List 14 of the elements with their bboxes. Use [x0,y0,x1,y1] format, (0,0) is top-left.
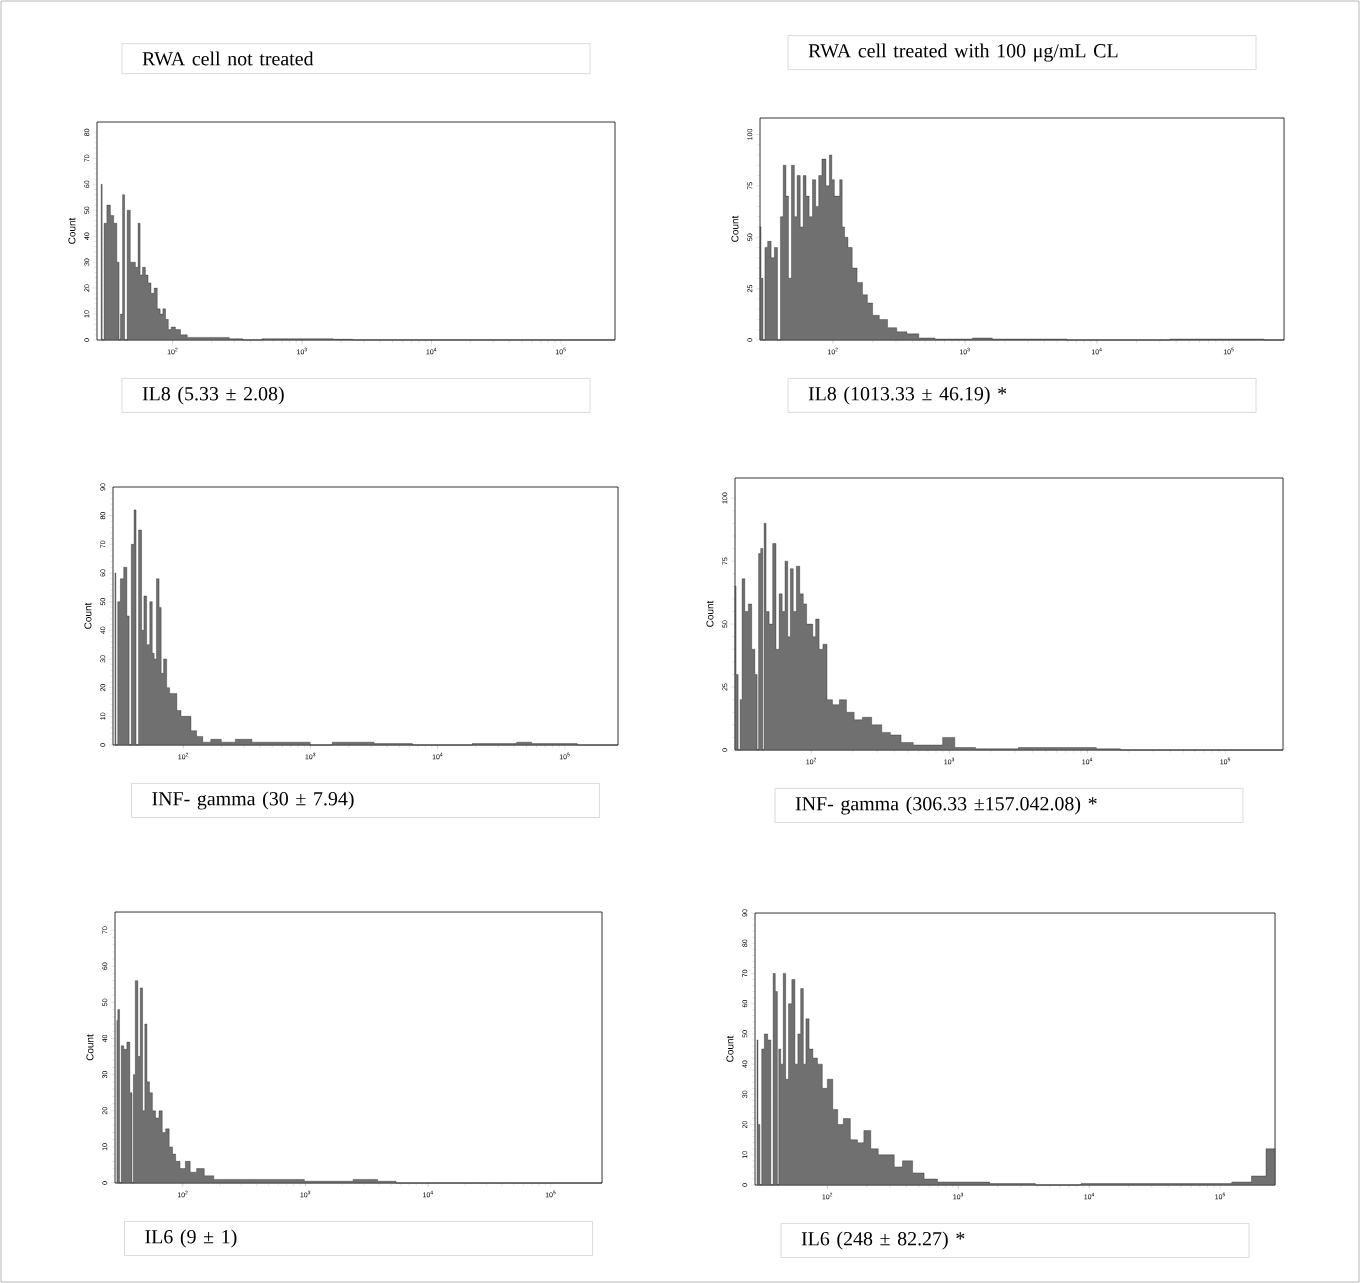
y-axis-title: Count [86,1034,94,1061]
y-axis-title: Count [726,1035,734,1062]
x-axis-title: INF- gamma (30 ± 7.94) [152,791,354,810]
y-axis-title: Count [706,600,714,627]
y-axis-title: Count [731,215,739,242]
chart-title: RWA cell not treated [142,51,314,66]
x-axis-title: IL6 (9 ± 1) [145,1229,237,1248]
y-axis-title: Count [84,602,92,629]
x-axis-title: IL8 (1013.33 ± 46.19) * [808,386,1007,405]
x-axis-title: INF- gamma (306.33 ±157.042.08) * [795,796,1097,815]
x-axis-title: IL6 (248 ± 82.27) * [801,1231,965,1250]
y-axis-title: Count [68,217,76,244]
x-axis-title: IL8 (5.33 ± 2.08) [142,386,284,405]
chart-title: RWA cell treated with 100 μg/mL CL [808,43,1118,62]
